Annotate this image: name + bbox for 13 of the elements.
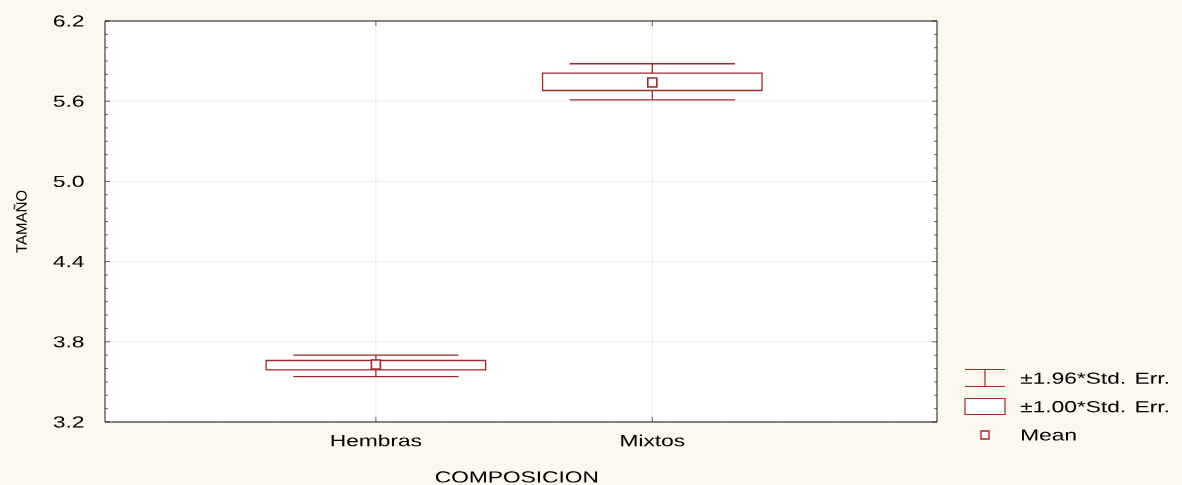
x-axis-title: COMPOSICION: [435, 471, 598, 483]
y-tick-label: 6.2: [54, 15, 84, 27]
x-tick-label: Mixtos: [621, 434, 685, 447]
y-tick-label: 3.8: [53, 336, 84, 348]
x-tick-label: Hembras: [331, 434, 422, 447]
y-tick-label: 5.6: [53, 95, 84, 107]
text: Mean: [1022, 429, 1076, 441]
y-axis-title: TAMAÑO: [13, 190, 27, 253]
text: ±1.00*Std. Err.: [1020, 400, 1168, 413]
y-tick-label: 4.4: [53, 256, 84, 268]
text: ±1.96*Std. Err.: [1020, 372, 1168, 384]
y-tick-label: 5.0: [53, 175, 84, 188]
y-tick-label: 3.2: [53, 416, 84, 428]
